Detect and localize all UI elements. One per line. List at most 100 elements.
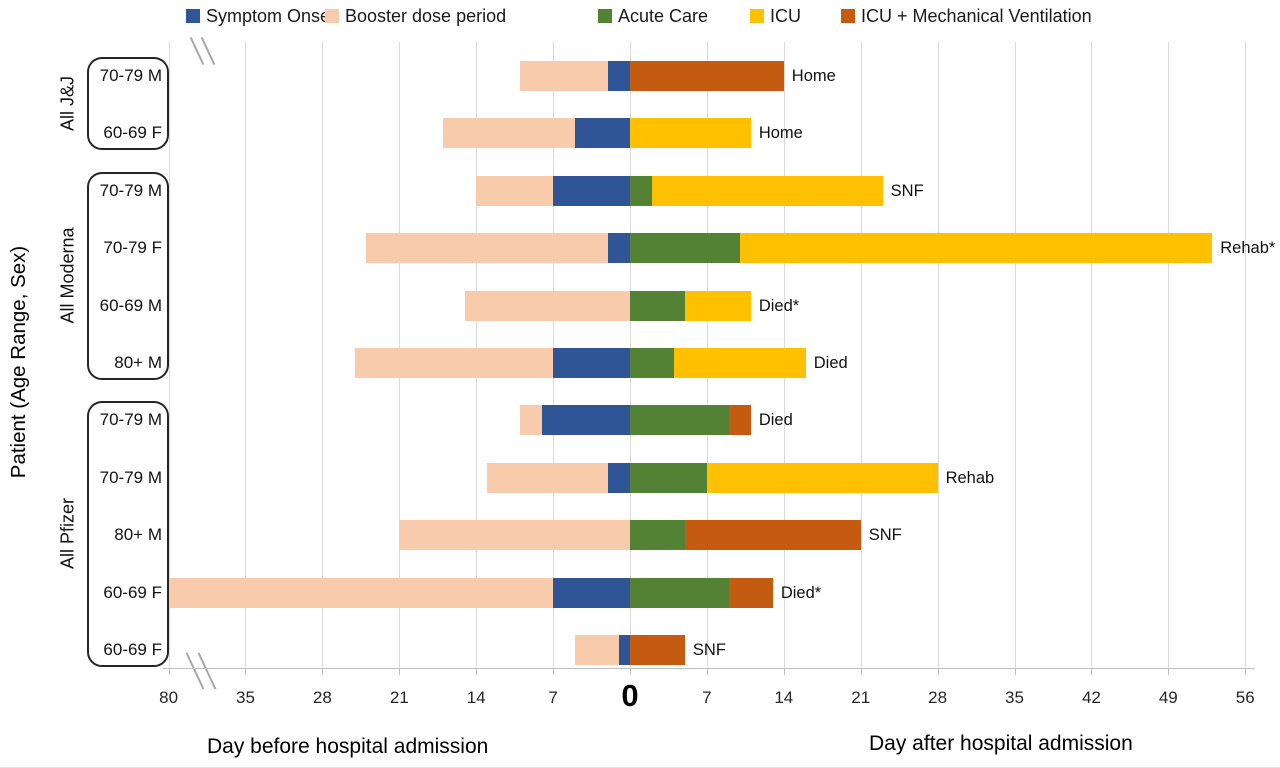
bar-segment-icu_mv [630,61,784,91]
group-label: All Pfizer [57,498,78,570]
gridline [168,42,170,668]
tick-mark [1014,668,1016,675]
tick-mark [322,668,324,675]
tick-label: 80 [159,688,179,707]
outcome-label: SNF [868,526,902,545]
group-label: All J&J [57,75,78,131]
bar-segment-symptom [608,462,630,493]
bar-segment-symptom [553,175,630,206]
outcome-label: Died [758,411,793,430]
gridline [860,42,862,668]
bar-segment-icu [651,175,883,206]
gridline [1091,42,1093,668]
legend-item-icu: ICU [750,5,801,27]
gridline [322,42,324,668]
age-range-label: 70-79 M [99,467,162,487]
legend-label: Booster dose period [345,5,507,26]
bar-segment-icu_mv [728,577,773,608]
tick-mark [630,668,631,675]
bar-segment-symptom [608,233,630,264]
tick-mark [553,668,555,675]
age-range-label: 80+ M [114,353,162,372]
bar-segment-acute [630,462,707,493]
age-range-label: 70-79 M [99,410,162,430]
bar-segment-acute [630,577,729,608]
legend-swatch-icu-icon [750,9,764,23]
bar-segment-icu [630,118,751,149]
bar-segment-acute [630,233,740,264]
legend-swatch-booster-icon [325,9,339,23]
bar-segment-booster [465,290,630,321]
bar-segment-acute [630,290,685,321]
tick-label: 49 [1158,688,1178,707]
outcome-label: Home [758,124,803,143]
tick-label: 21 [389,688,409,707]
tick-label: 7 [702,688,712,707]
gridline [1014,42,1016,668]
age-range-label: 70-79 M [99,66,162,85]
tick-mark [168,668,170,675]
tick-mark [1091,668,1093,675]
bar-segment-booster [520,405,543,436]
group-box [87,57,169,151]
tick-mark [476,668,478,675]
outcome-label: Rehab [945,468,995,487]
bar-segment-booster [399,520,630,551]
age-range-label: 60-69 M [99,295,162,315]
x-axis-line [163,668,1255,669]
outcome-label: Died [813,354,848,372]
tick-mark [245,668,247,675]
tick-mark [1168,668,1170,675]
legend-label: ICU [770,5,801,26]
legend-item-symptom: Symptom Onset [186,5,335,27]
legend-label: Acute Care [618,5,709,26]
outcome-label: SNF [692,641,726,659]
tick-mark [1245,668,1247,675]
tick-label: 14 [466,688,486,707]
bar-segment-symptom [553,577,630,608]
age-range-label: 60-69 F [103,640,162,659]
tick-label: 35 [236,688,255,707]
tick-mark [399,668,401,675]
gridline [245,42,247,668]
x-axis-title-after: Day after hospital admission [869,732,1133,755]
gridline [1168,42,1170,668]
y-axis-title: Patient (Age Range, Sex) [7,245,30,479]
tick-mark [860,668,862,675]
bar-segment-acute [630,175,652,206]
group-label: All Moderna [57,227,78,324]
gridline [1245,42,1247,668]
outcome-label: Rehab* [1220,239,1276,258]
tick-label: 42 [1081,688,1101,707]
tick-label-zero: 0 [621,678,639,713]
x-axis-title-before: Day before hospital admission [207,735,489,758]
legend-item-booster: Booster dose period [325,5,506,27]
bar-segment-booster [520,61,608,91]
bar-segment-icu [706,462,938,493]
bar-segment-icu [739,233,1213,264]
legend-item-icu_mv: ICU + Mechanical Ventilation [841,5,1092,27]
bar-segment-symptom [619,635,630,665]
legend-swatch-acute-icon [598,9,612,23]
bar-segment-icu_mv [630,635,685,665]
gridline [937,42,939,668]
tick-mark [706,668,708,675]
tick-mark [937,668,939,675]
bar-segment-icu [684,290,751,321]
bar-segment-symptom [608,61,630,91]
tick-label: 28 [928,688,948,707]
bar-segment-booster [355,348,554,378]
bar-segment-acute [630,520,685,551]
tick-label: 28 [312,688,332,707]
age-range-label: 60-69 F [103,123,162,143]
tick-mark [783,668,785,675]
age-range-label: 60-69 F [103,582,162,602]
legend-item-acute: Acute Care [598,5,708,27]
legend-swatch-icu_mv-icon [841,9,855,23]
bar-segment-booster [366,233,609,264]
age-range-label: 70-79 M [99,180,162,200]
outcome-label: Died* [780,583,822,602]
bar-segment-acute [630,348,674,378]
tick-label: 7 [548,688,558,707]
